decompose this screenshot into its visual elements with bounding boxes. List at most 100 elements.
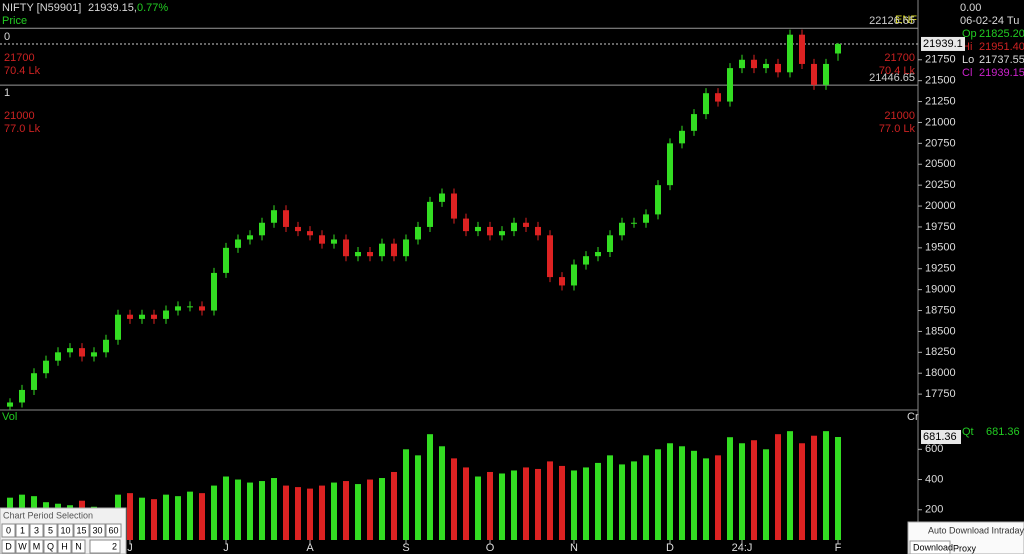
info-label: Hi: [962, 41, 972, 53]
candle-body: [223, 247, 229, 273]
period-button-label[interactable]: 10: [60, 525, 70, 535]
candle-body: [139, 314, 145, 319]
period-button[interactable]: [89, 523, 106, 538]
volume-bar: [715, 455, 721, 540]
period-input-value[interactable]: 2: [112, 541, 117, 551]
candle-body: [55, 352, 61, 361]
y-tick-label: 21750: [925, 54, 956, 66]
y-tick-label: 18250: [925, 346, 956, 358]
period-button[interactable]: [1, 523, 16, 538]
candle-body: [667, 143, 673, 186]
volume-bar: [391, 471, 397, 540]
candle-body: [175, 306, 181, 311]
volume-bar: [199, 493, 205, 540]
candle-body: [727, 68, 733, 102]
y-tick-label: 600: [925, 443, 943, 455]
volume-bar: [523, 467, 529, 540]
volume-bar: [655, 449, 661, 540]
period-button-label[interactable]: W: [18, 541, 27, 551]
annotation: 0: [4, 31, 10, 43]
candle-body: [379, 243, 385, 257]
volume-bar: [643, 455, 649, 540]
period-button-label[interactable]: N: [75, 541, 82, 551]
tab-label[interactable]: Download: [913, 542, 953, 552]
candle-body: [115, 314, 121, 340]
candle-body: [595, 252, 601, 257]
info-change: 0.00: [960, 2, 981, 14]
panel-label: Price: [2, 15, 27, 27]
volume-bar: [439, 446, 445, 540]
period-button-label[interactable]: 1: [20, 525, 25, 535]
candle-body: [415, 226, 421, 240]
annotation: 77.0 Lk: [4, 123, 41, 135]
volume-bar: [823, 431, 829, 540]
period-button-label[interactable]: H: [61, 541, 68, 551]
period-button[interactable]: [105, 523, 122, 538]
candle-body: [475, 226, 481, 232]
volume-bar: [799, 443, 805, 540]
volume-bar: [679, 446, 685, 540]
period-button[interactable]: [57, 523, 74, 538]
period-button-label[interactable]: 15: [76, 525, 86, 535]
period-title: Chart Period Selection: [3, 510, 93, 520]
period-button-label[interactable]: D: [5, 541, 12, 551]
candle-body: [703, 93, 709, 115]
period-button[interactable]: [43, 539, 58, 554]
candle-body: [295, 226, 301, 232]
volume-bar: [775, 434, 781, 540]
volume-bar: [451, 458, 457, 540]
period-button-label[interactable]: M: [33, 541, 41, 551]
period-button[interactable]: [57, 539, 72, 554]
period-button[interactable]: [15, 523, 30, 538]
volume-bar: [367, 479, 373, 540]
candle-body: [151, 314, 157, 319]
period-button-label[interactable]: Q: [47, 541, 54, 551]
period-button-label[interactable]: 60: [108, 525, 118, 535]
period-button-label[interactable]: 30: [92, 525, 102, 535]
period-button[interactable]: [73, 523, 90, 538]
candle-body: [235, 239, 241, 248]
period-button[interactable]: [71, 539, 86, 554]
candle-body: [343, 239, 349, 257]
volume-bar: [499, 473, 505, 540]
period-button[interactable]: [43, 523, 58, 538]
info-date: 06-02-24 Tu: [960, 15, 1019, 27]
volume-bar: [475, 476, 481, 540]
y-tick-label: 21500: [925, 75, 956, 87]
candle-body: [463, 218, 469, 232]
candle-body: [583, 256, 589, 265]
period-button[interactable]: [15, 539, 30, 554]
period-button[interactable]: [29, 523, 44, 538]
volume-bar: [223, 476, 229, 540]
info-label: Qt: [962, 426, 974, 438]
period-button-label[interactable]: 3: [34, 525, 39, 535]
candle-body: [535, 226, 541, 236]
candle-body: [439, 193, 445, 202]
change: 0.77%: [137, 2, 168, 14]
tab-label[interactable]: Proxy: [953, 543, 977, 553]
candle-body: [127, 314, 133, 319]
candle-body: [499, 231, 505, 236]
candle-body: [403, 239, 409, 257]
volume-bar: [691, 450, 697, 540]
period-input[interactable]: [89, 539, 121, 554]
period-button[interactable]: [29, 539, 44, 554]
x-tick-label: A: [306, 542, 314, 554]
volume-bar: [175, 496, 181, 540]
y-tick-label: 19750: [925, 221, 956, 233]
volume-bar: [259, 481, 265, 540]
candle-body: [247, 235, 253, 240]
y-tick-label: 200: [925, 504, 943, 516]
candle-body: [559, 277, 565, 286]
period-button-label[interactable]: 5: [48, 525, 53, 535]
volume-bar: [787, 431, 793, 540]
candle-body: [655, 185, 661, 215]
tab[interactable]: [909, 540, 951, 554]
volume-bar: [559, 465, 565, 540]
candle-body: [391, 243, 397, 257]
panel-label: Vol: [2, 411, 17, 423]
period-button[interactable]: [1, 539, 16, 554]
period-button-label[interactable]: 0: [6, 525, 11, 535]
